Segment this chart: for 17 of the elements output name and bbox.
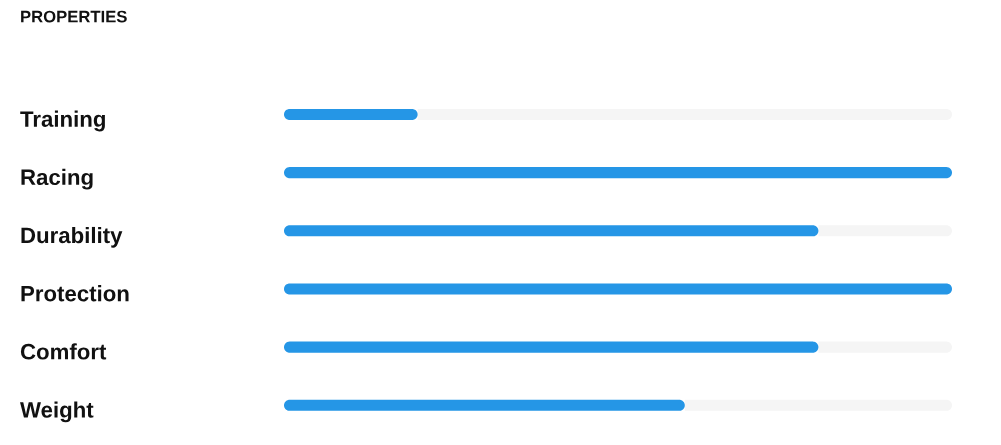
bar xyxy=(684,399,952,411)
bar xyxy=(284,283,952,295)
bar xyxy=(284,341,819,353)
y-tick-label: Racing xyxy=(21,168,93,190)
bar xyxy=(284,225,819,237)
bar xyxy=(284,108,418,121)
y-tick-label: Durability xyxy=(21,226,123,248)
text: PROPERTIES xyxy=(21,10,127,23)
bar xyxy=(417,108,952,121)
bar xyxy=(818,225,952,237)
y-tick-label: Weight xyxy=(20,401,94,423)
bar xyxy=(284,399,685,411)
bar xyxy=(284,167,952,179)
y-tick-label: Training xyxy=(20,110,105,132)
bar xyxy=(818,341,952,353)
y-tick-label: Comfort xyxy=(20,343,107,360)
y-tick-label: Protection xyxy=(21,285,129,302)
